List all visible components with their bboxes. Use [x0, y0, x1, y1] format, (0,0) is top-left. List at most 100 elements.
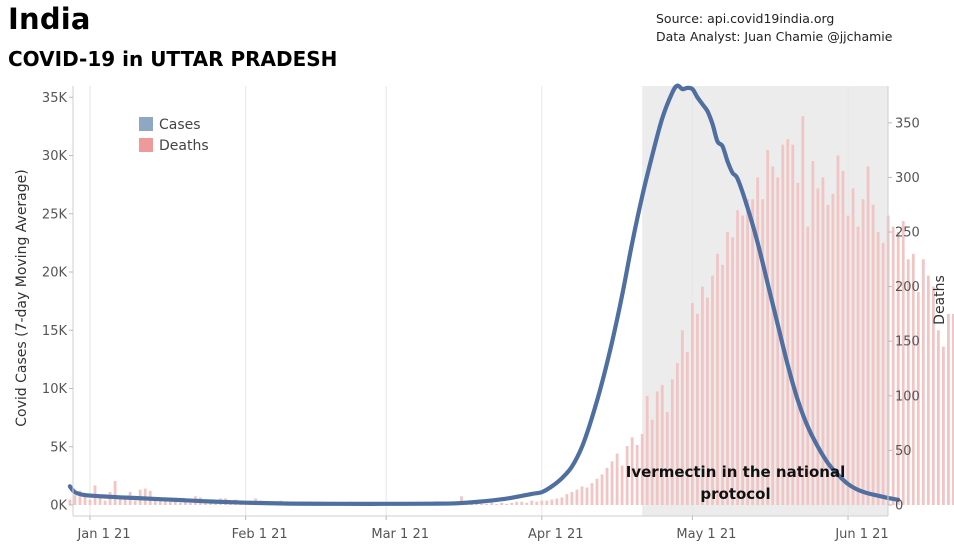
deaths-bar	[756, 177, 760, 505]
cases-line	[67, 83, 901, 506]
left-tick-label: 0K	[50, 499, 67, 514]
deaths-bar	[801, 116, 805, 505]
analyst-line: Data Analyst: Juan Chamie @jjchamie	[656, 29, 893, 44]
deaths-bar	[610, 461, 614, 505]
deaths-bar	[168, 501, 172, 505]
deaths-bar	[826, 204, 830, 505]
legend: Cases Deaths	[139, 117, 209, 154]
page-title: India	[8, 2, 91, 36]
right-tick-label: 250	[895, 226, 920, 241]
deaths-bar	[836, 155, 840, 505]
deaths-bar	[153, 497, 157, 505]
deaths-bar	[731, 237, 734, 505]
deaths-bar	[721, 264, 724, 505]
deaths-bar	[911, 253, 915, 505]
cases-line-layer	[67, 83, 901, 506]
deaths-bar	[685, 352, 689, 505]
deaths-bar	[751, 199, 755, 506]
deaths-bar	[821, 177, 825, 505]
deaths-bar	[655, 391, 659, 505]
legend-label-cases: Cases	[159, 117, 201, 133]
left-tick-label: 30K	[42, 149, 68, 164]
right-tick-label: 350	[895, 116, 920, 131]
deaths-bar	[841, 170, 845, 505]
deaths-bar	[746, 199, 750, 506]
deaths-bar	[460, 496, 463, 505]
annotation-layer: Ivermectin in the national protocol	[626, 463, 846, 503]
legend-swatch-deaths	[139, 138, 153, 152]
deaths-bar	[726, 232, 729, 505]
deaths-bar	[741, 215, 744, 505]
deaths-bar	[701, 286, 704, 505]
deaths-bar	[931, 286, 935, 505]
deaths-bar	[173, 501, 177, 505]
deaths-bar	[816, 188, 820, 505]
deaths-bar	[570, 491, 574, 505]
deaths-bar	[675, 363, 679, 505]
deaths-bar	[640, 434, 644, 505]
deaths-bar	[846, 215, 850, 505]
left-tick-label: 35K	[42, 91, 68, 106]
x-tick-label: Mar 1 21	[371, 527, 429, 542]
deaths-bar	[635, 444, 639, 505]
deaths-bar	[680, 330, 684, 505]
deaths-bar	[906, 259, 910, 505]
deaths-bar	[515, 501, 519, 505]
deaths-bar	[881, 242, 885, 506]
deaths-bar	[615, 453, 619, 505]
deaths-bar	[766, 150, 770, 505]
deaths-bar	[876, 232, 880, 505]
deaths-bar	[916, 292, 920, 505]
deaths-bar	[901, 221, 905, 505]
right-tick-label: 0	[895, 499, 903, 514]
deaths-bar	[178, 502, 182, 505]
deaths-bar	[510, 502, 514, 505]
deaths-bar	[716, 253, 719, 505]
deaths-bar	[851, 188, 855, 505]
shaded-region	[642, 86, 888, 516]
deaths-bar	[625, 446, 629, 505]
deaths-bar	[856, 226, 860, 506]
deaths-bar	[78, 490, 82, 505]
deaths-bar	[500, 502, 504, 505]
deaths-bar	[530, 500, 534, 505]
x-tick-label: Jan 1 21	[76, 527, 130, 542]
deaths-bar	[861, 199, 865, 506]
deaths-bar	[645, 395, 649, 505]
deaths-bar	[580, 486, 584, 505]
x-tick-label: Feb 1 21	[232, 527, 288, 542]
deaths-bar	[545, 500, 549, 505]
right-tick-label: 50	[895, 444, 912, 459]
deaths-bar	[660, 384, 664, 505]
deaths-bar	[791, 144, 795, 505]
left-tick-label: 20K	[42, 266, 68, 281]
deaths-bar	[866, 166, 870, 506]
deaths-bar	[711, 275, 714, 505]
x-tick-label: May 1 21	[676, 527, 736, 542]
deaths-bar	[706, 297, 709, 505]
source-line: Source: api.covid19india.org	[656, 11, 835, 26]
deaths-bar	[650, 419, 654, 505]
deaths-bar	[575, 489, 579, 505]
source-credits: Source: api.covid19india.org Data Analys…	[656, 10, 892, 46]
x-tick-label: Apr 1 21	[528, 527, 584, 542]
deaths-bar	[896, 232, 900, 505]
y-axis-title-right: Deaths	[932, 275, 948, 325]
deaths-bar	[189, 502, 192, 505]
deaths-bar	[555, 498, 559, 505]
chart-subtitle: COVID-19 in UTTAR PRADESH	[8, 47, 338, 71]
deaths-bar	[585, 487, 589, 505]
deaths-bar	[761, 199, 765, 506]
deaths-bar-layer	[68, 116, 954, 506]
deaths-bar	[505, 503, 509, 505]
deaths-bar	[600, 474, 604, 505]
deaths-bar	[811, 161, 815, 505]
legend-swatch-cases	[139, 117, 153, 131]
deaths-bar	[183, 501, 187, 505]
deaths-bar	[550, 499, 554, 505]
deaths-bar	[806, 226, 810, 506]
deaths-bar	[525, 502, 529, 505]
deaths-bar	[796, 182, 800, 506]
deaths-bar	[495, 503, 499, 505]
